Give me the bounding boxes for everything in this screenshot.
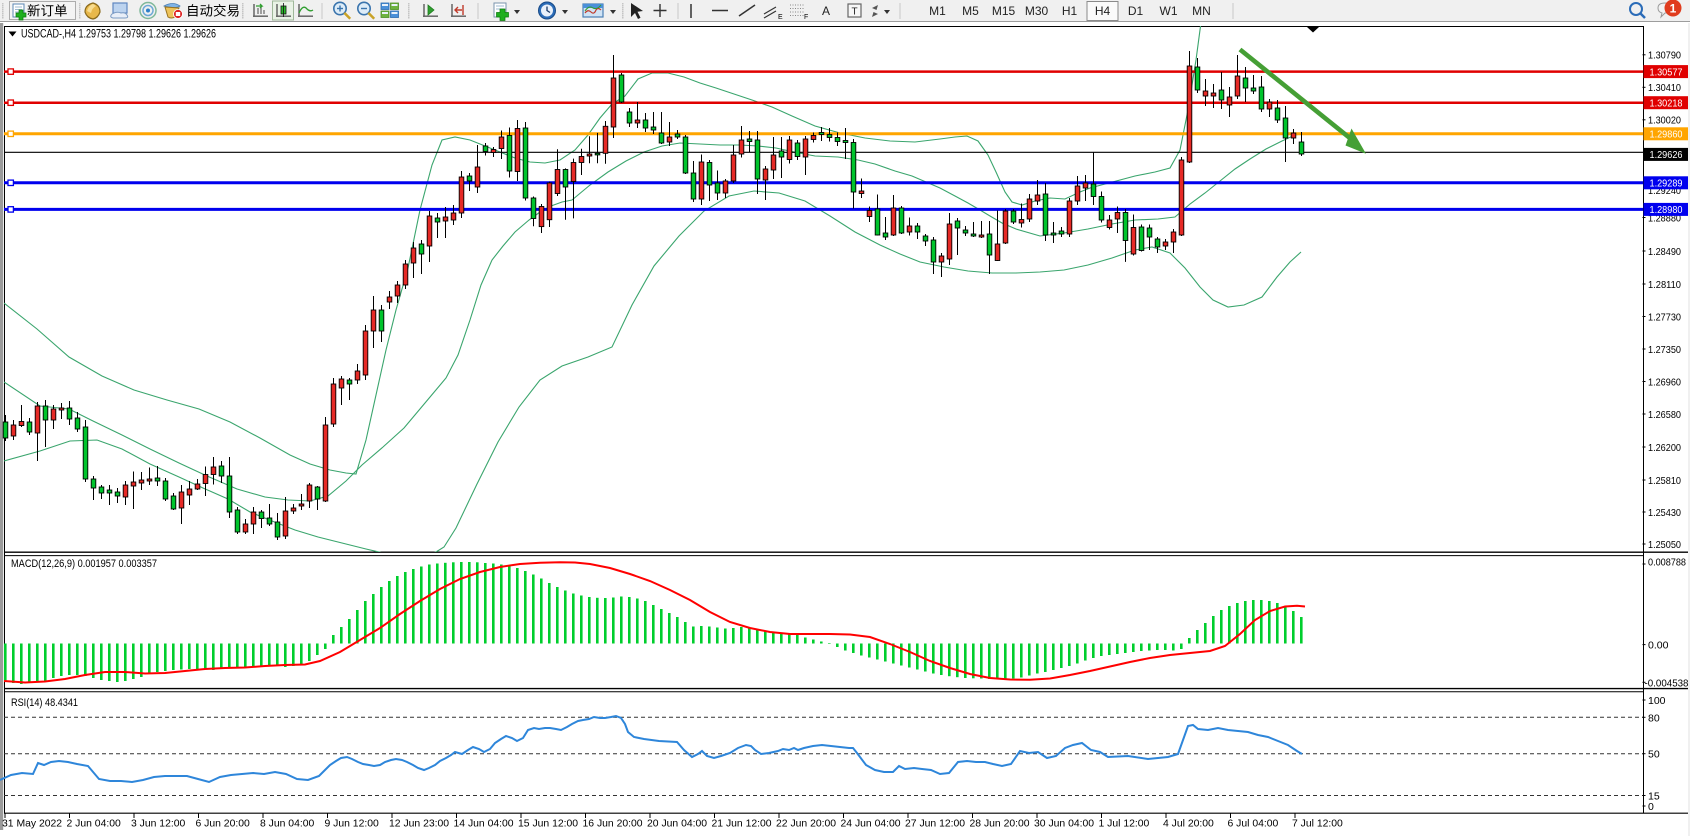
svg-text:1.28110: 1.28110 bbox=[1648, 279, 1681, 291]
svg-text:3 Jun 12:00: 3 Jun 12:00 bbox=[131, 819, 186, 830]
svg-text:0.00: 0.00 bbox=[1648, 640, 1669, 652]
svg-text:1.25810: 1.25810 bbox=[1648, 475, 1681, 487]
svg-text:100: 100 bbox=[1648, 695, 1666, 707]
svg-text:27 Jun 12:00: 27 Jun 12:00 bbox=[905, 819, 965, 830]
svg-text:28 Jun 20:00: 28 Jun 20:00 bbox=[970, 819, 1030, 830]
svg-text:M30: M30 bbox=[1025, 4, 1049, 18]
svg-text:H4: H4 bbox=[1095, 4, 1111, 18]
svg-text:1.26200: 1.26200 bbox=[1648, 442, 1681, 454]
svg-text:24 Jun 04:00: 24 Jun 04:00 bbox=[841, 819, 901, 830]
svg-text:15: 15 bbox=[1648, 791, 1660, 803]
svg-text:9 Jun 12:00: 9 Jun 12:00 bbox=[325, 819, 380, 830]
svg-text:T: T bbox=[851, 7, 857, 18]
svg-text:1.30020: 1.30020 bbox=[1648, 115, 1681, 127]
svg-text:1.26960: 1.26960 bbox=[1648, 376, 1681, 388]
svg-text:50: 50 bbox=[1648, 749, 1660, 761]
svg-text:A: A bbox=[822, 4, 830, 18]
svg-text:30 Jun 04:00: 30 Jun 04:00 bbox=[1034, 819, 1094, 830]
svg-text:2 Jun 04:00: 2 Jun 04:00 bbox=[67, 819, 122, 830]
svg-text:0.008788: 0.008788 bbox=[1648, 557, 1686, 569]
svg-text:7 Jul 12:00: 7 Jul 12:00 bbox=[1292, 819, 1343, 830]
svg-text:1.29860: 1.29860 bbox=[1650, 129, 1683, 141]
svg-text:M1: M1 bbox=[929, 4, 946, 18]
svg-text:1.30410: 1.30410 bbox=[1648, 82, 1681, 94]
svg-text:W1: W1 bbox=[1160, 4, 1178, 18]
svg-text:4 Jul 20:00: 4 Jul 20:00 bbox=[1163, 819, 1214, 830]
svg-text:15 Jun 12:00: 15 Jun 12:00 bbox=[518, 819, 578, 830]
svg-text:-0.004538: -0.004538 bbox=[1645, 677, 1689, 689]
svg-text:USDCAD-,H4 1.29753 1.29798 1.: USDCAD-,H4 1.29753 1.29798 1.29626 1.296… bbox=[21, 29, 216, 41]
svg-text:16 Jun 20:00: 16 Jun 20:00 bbox=[583, 819, 643, 830]
svg-text:MN: MN bbox=[1192, 4, 1211, 18]
svg-text:F: F bbox=[804, 14, 808, 21]
svg-text:RSI(14) 48.4341: RSI(14) 48.4341 bbox=[11, 697, 78, 709]
svg-text:14 Jun 04:00: 14 Jun 04:00 bbox=[454, 819, 514, 830]
svg-text:1.25430: 1.25430 bbox=[1648, 507, 1681, 519]
svg-text:1: 1 bbox=[1670, 2, 1677, 16]
svg-text:6 Jul 04:00: 6 Jul 04:00 bbox=[1228, 819, 1279, 830]
svg-text:H1: H1 bbox=[1062, 4, 1078, 18]
svg-text:1 Jul 12:00: 1 Jul 12:00 bbox=[1099, 819, 1150, 830]
svg-text:1.28980: 1.28980 bbox=[1650, 204, 1683, 216]
svg-text:MACD(12,26,9) 0.001957 0.00335: MACD(12,26,9) 0.001957 0.003357 bbox=[11, 558, 157, 570]
svg-text:1.29289: 1.29289 bbox=[1650, 178, 1683, 190]
svg-text:D1: D1 bbox=[1128, 4, 1144, 18]
svg-text:1.25050: 1.25050 bbox=[1648, 539, 1681, 551]
svg-text:1.29626: 1.29626 bbox=[1650, 149, 1683, 161]
svg-text:6 Jun 20:00: 6 Jun 20:00 bbox=[196, 819, 251, 830]
svg-text:1.27730: 1.27730 bbox=[1648, 311, 1681, 323]
svg-text:M15: M15 bbox=[992, 4, 1016, 18]
svg-text:31 May 2022: 31 May 2022 bbox=[2, 819, 62, 830]
svg-text:1.27350: 1.27350 bbox=[1648, 344, 1681, 356]
svg-text:1.30790: 1.30790 bbox=[1648, 50, 1681, 62]
svg-text:E: E bbox=[778, 14, 783, 21]
svg-text:1.28490: 1.28490 bbox=[1648, 246, 1681, 258]
svg-text:22 Jun 20:00: 22 Jun 20:00 bbox=[776, 819, 836, 830]
svg-text:21 Jun 12:00: 21 Jun 12:00 bbox=[712, 819, 772, 830]
svg-text:M5: M5 bbox=[962, 4, 979, 18]
svg-text:1.30577: 1.30577 bbox=[1650, 66, 1683, 78]
svg-text:8 Jun 04:00: 8 Jun 04:00 bbox=[260, 819, 315, 830]
svg-text:1.26580: 1.26580 bbox=[1648, 409, 1681, 421]
svg-text:1.30218: 1.30218 bbox=[1650, 98, 1683, 110]
svg-text:0: 0 bbox=[1648, 801, 1654, 813]
svg-text:12 Jun 23:00: 12 Jun 23:00 bbox=[389, 819, 449, 830]
svg-text:20 Jun 04:00: 20 Jun 04:00 bbox=[647, 819, 707, 830]
svg-text:80: 80 bbox=[1648, 712, 1660, 724]
